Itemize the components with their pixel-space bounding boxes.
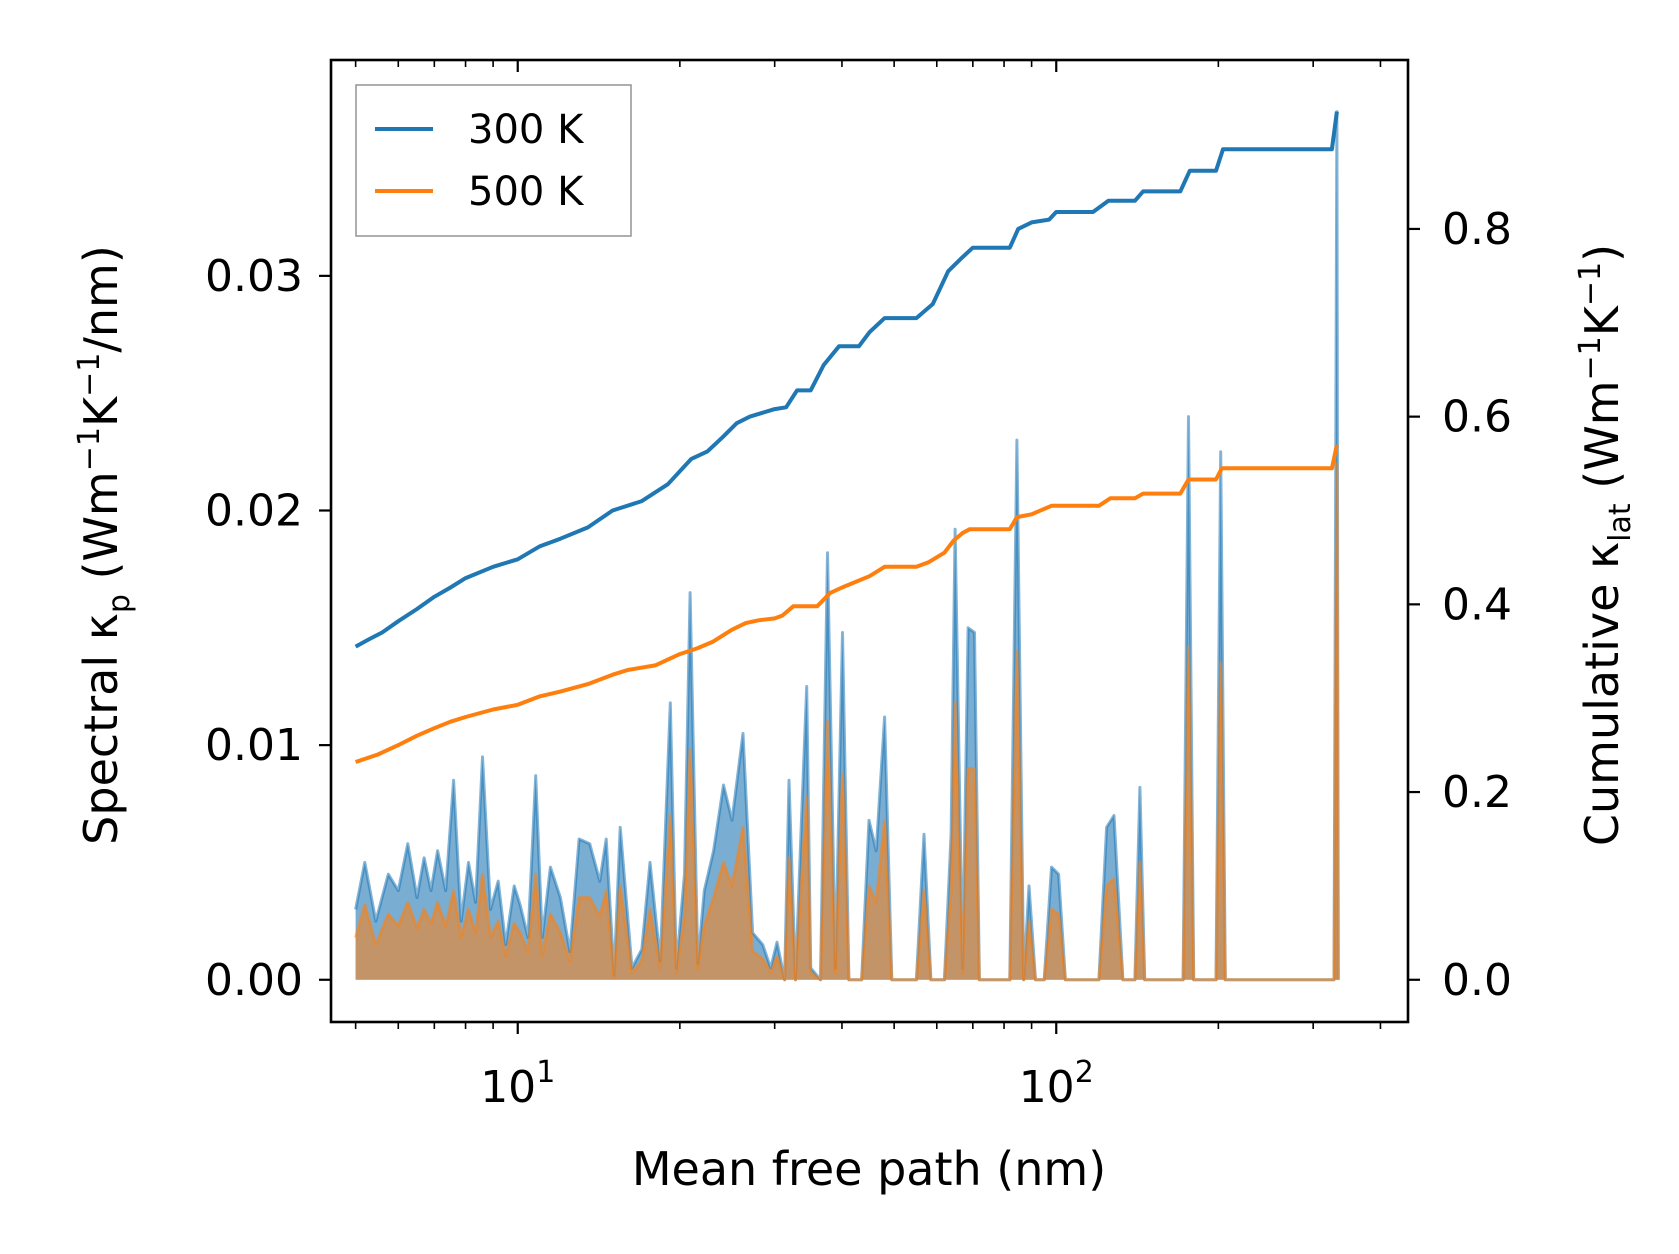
cumulative-line-500k	[354, 444, 1339, 764]
y2-tick-label: 0.4	[1442, 579, 1512, 630]
legend-label-500k: 500 K	[468, 169, 585, 215]
plot-frame	[329, 58, 1410, 1024]
legend-label-300k: 300 K	[468, 107, 585, 153]
y-axis-title: Spectral κp (Wm−1K−1/nm)	[72, 245, 137, 845]
y2-tick-label: 0.0	[1442, 955, 1512, 1006]
legend-box	[355, 84, 632, 237]
y2-tick-label: 0.6	[1442, 392, 1512, 443]
legend: 300 K 500 K	[355, 84, 632, 237]
y2-tick-label: 0.8	[1442, 204, 1512, 255]
y-tick-label: 0.00	[205, 955, 303, 1006]
y-tick-label: 0.01	[205, 720, 303, 771]
x-tick-label: 101	[480, 1055, 555, 1113]
ticks-layer: 0.00 0.01 0.02 0.03 0.0 0.2 0.4 0.6 0.8 101 102	[205, 60, 1512, 1113]
x-tick-label: 102	[1019, 1055, 1094, 1113]
spectral-line-500k	[354, 462, 1340, 982]
y2-axis-title: Cumulative κlat (Wm−1K−1)	[1573, 244, 1638, 846]
spectral-area-500k	[355, 463, 1339, 980]
x-axis-title: Mean free path (nm)	[632, 1142, 1106, 1196]
y-tick-label: 0.03	[205, 251, 303, 302]
cumulative-line-300k	[354, 111, 1339, 649]
y2-tick-label: 0.2	[1442, 767, 1512, 818]
y-tick-label: 0.02	[205, 485, 303, 536]
series-layer	[354, 110, 1340, 982]
spectral-line-300k	[354, 110, 1340, 982]
